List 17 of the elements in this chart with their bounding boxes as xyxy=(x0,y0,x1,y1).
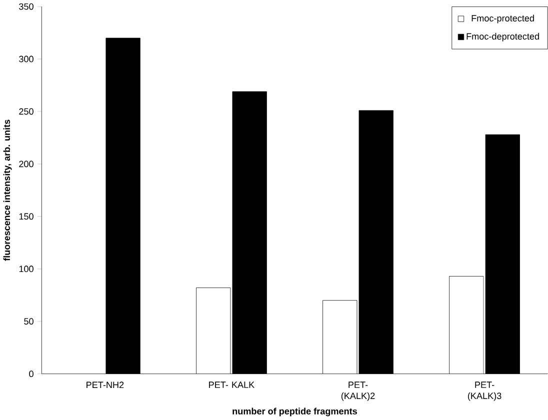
x-axis-title: number of peptide fragments xyxy=(232,408,358,416)
x-tick-label: PET-NH2 xyxy=(86,382,124,388)
x-tick-label: PET- KALK xyxy=(209,382,255,388)
y-tick-label: 0 xyxy=(29,370,34,378)
x-tick-label: PET- (KALK)2 xyxy=(341,382,375,402)
y-axis-title: fluorescence intensity, arb. units xyxy=(3,120,12,262)
y-tick-label: 100 xyxy=(19,266,34,272)
x-tick-label: PET- (KALK)3 xyxy=(468,382,502,402)
bar xyxy=(106,38,140,374)
legend-label: Fmoc-deprotected xyxy=(466,33,539,42)
y-tick-label: 200 xyxy=(19,160,34,168)
y-tick-label: 150 xyxy=(19,213,34,220)
y-tick-label: 50 xyxy=(24,318,34,325)
y-tick-label: 300 xyxy=(19,56,34,62)
y-tick-label: 350 xyxy=(19,4,34,10)
legend-label: Fmoc-protected xyxy=(472,15,534,24)
y-tick-label: 250 xyxy=(19,108,34,115)
